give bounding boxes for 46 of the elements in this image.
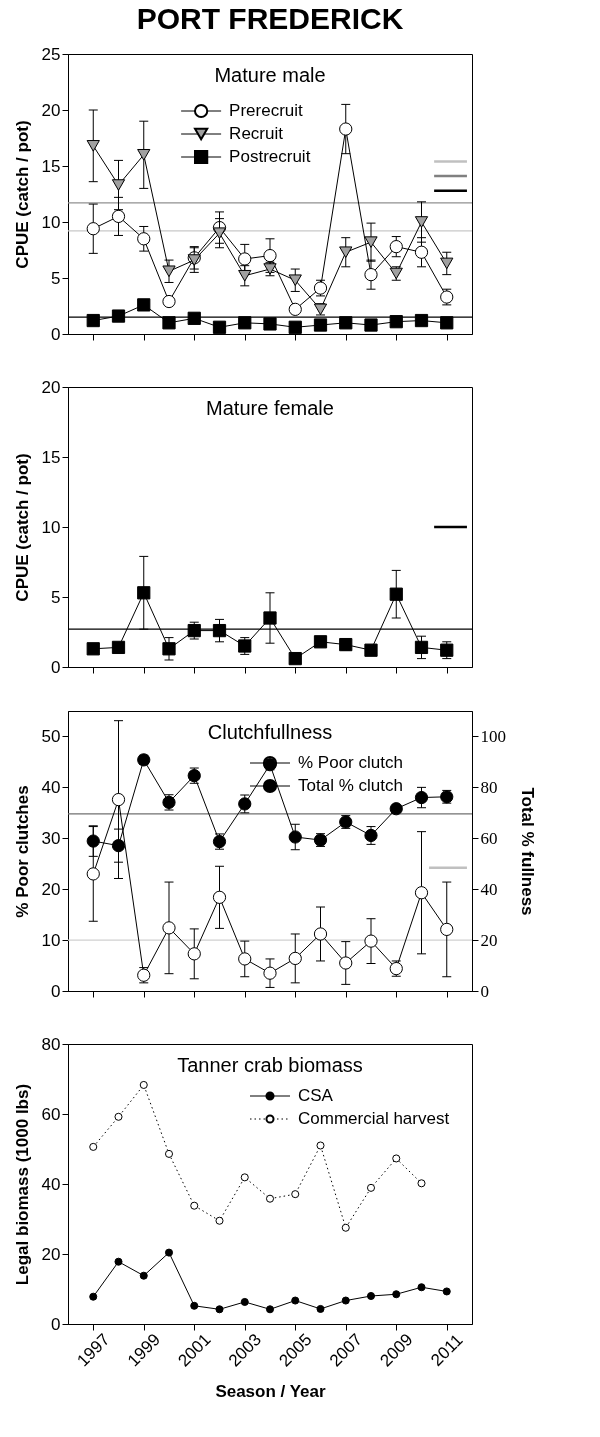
y-axis-title: CPUE (catch / pot)	[12, 453, 32, 602]
chart-title: PORT FREDERICK	[136, 2, 404, 35]
text: Clutchfullness	[207, 721, 333, 743]
text: Tanner crab biomass	[177, 1054, 363, 1076]
y-tick-label: 20	[41, 1244, 61, 1264]
y2-tick-label: 60	[480, 828, 498, 848]
y-tick-label: 50	[41, 726, 61, 746]
y-tick-label: 25	[41, 44, 61, 64]
x-axis-title: Season / Year	[215, 1381, 327, 1401]
y2-tick-label: 80	[480, 777, 498, 797]
legend-label: Total % clutch	[298, 776, 403, 795]
y-tick-label: 0	[51, 1314, 61, 1334]
text: Mature male	[214, 64, 326, 86]
y-axis-title: % Poor clutches	[12, 785, 32, 918]
y-tick-label: 10	[41, 517, 61, 537]
y-tick-label: 0	[51, 657, 61, 677]
y2-tick-label: 20	[480, 930, 498, 950]
legend-label: Prerecruit	[229, 101, 304, 120]
y-tick-label: 5	[51, 268, 61, 288]
y-tick-label: 0	[51, 981, 61, 1001]
legend-label: CSA	[298, 1086, 334, 1105]
y-tick-label: 10	[41, 930, 61, 950]
y-tick-label: 20	[41, 100, 61, 120]
legend-label: % Poor clutch	[298, 753, 403, 772]
y-tick-label: 80	[41, 1034, 61, 1054]
y-axis-title: Legal biomass (1000 lbs)	[12, 1083, 32, 1286]
y2-tick-label: 40	[480, 879, 498, 899]
y-tick-label: 40	[41, 777, 61, 797]
legend-label: Postrecruit	[229, 147, 311, 166]
y-tick-label: 30	[41, 828, 61, 848]
y-tick-label: 40	[41, 1174, 61, 1194]
y2-tick-label: 100	[480, 726, 506, 746]
y-tick-label: 60	[41, 1104, 61, 1124]
y-tick-label: 20	[41, 377, 61, 397]
y-tick-label: 10	[41, 212, 61, 232]
y-tick-label: 0	[51, 324, 61, 344]
y-axis-title: CPUE (catch / pot)	[12, 120, 32, 269]
legend-label: Commercial harvest	[298, 1109, 450, 1128]
y2-tick-label: 0	[480, 981, 489, 1001]
y-tick-label: 15	[41, 156, 61, 176]
y-tick-label: 20	[41, 879, 61, 899]
legend-label: Recruit	[229, 124, 284, 143]
y2-axis-title: Total % fullness	[518, 787, 537, 916]
y-tick-label: 5	[51, 587, 61, 607]
y-tick-label: 15	[41, 447, 61, 467]
text: Mature female	[206, 397, 334, 419]
